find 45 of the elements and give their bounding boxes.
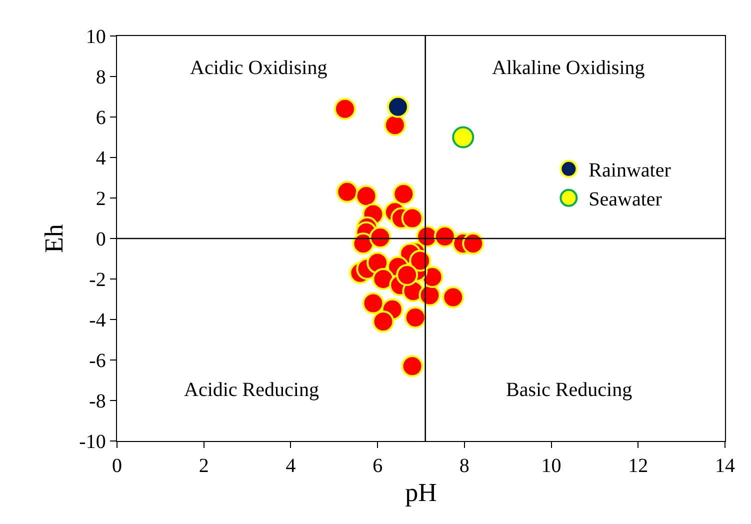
y-tick-label: 10 — [86, 26, 106, 48]
point — [334, 98, 356, 120]
point — [462, 232, 484, 255]
point — [362, 292, 384, 314]
y-tick-label: 0 — [96, 228, 106, 250]
point — [355, 184, 378, 207]
legend-label: Rainwater — [588, 160, 672, 182]
annotation: Basic Reducing — [506, 379, 632, 401]
point — [336, 180, 358, 203]
y-tick-label: 2 — [96, 188, 106, 210]
y-tick-label: -8 — [89, 390, 106, 412]
y-axis-title: Eh — [40, 224, 69, 253]
x-tick-label: 8 — [459, 455, 470, 478]
x-axis-title: pH — [405, 478, 438, 507]
y-tick-label: -6 — [89, 350, 106, 372]
x-tick-label: 2 — [198, 455, 209, 478]
x-tick-label: 4 — [286, 455, 296, 478]
annotation: Acidic Oxidising — [190, 57, 328, 79]
point — [434, 225, 456, 248]
x-tick-label: 6 — [372, 455, 383, 478]
point — [442, 286, 464, 308]
y-tick-label: 4 — [96, 148, 106, 170]
x-tick-label: 10 — [541, 455, 562, 478]
point — [401, 355, 424, 378]
point — [401, 207, 424, 230]
point — [452, 126, 474, 148]
y-tick-label: 6 — [96, 107, 106, 129]
point — [396, 264, 418, 286]
x-tick-label: 14 — [715, 455, 735, 478]
point — [384, 114, 406, 136]
annotation: Alkaline Oxidising — [492, 57, 645, 79]
annotation: Acidic Reducing — [184, 379, 319, 401]
y-tick-label: -2 — [89, 269, 106, 291]
point — [372, 310, 394, 333]
point — [386, 96, 409, 118]
y-tick-label: -10 — [79, 431, 106, 453]
x-tick-label: 0 — [112, 455, 122, 478]
point — [404, 306, 426, 328]
legend-label: Seawater — [588, 188, 662, 211]
point — [369, 226, 392, 248]
point — [392, 182, 415, 205]
y-tick-label: -4 — [89, 310, 106, 332]
x-tick-label: 12 — [628, 455, 648, 478]
point — [372, 268, 394, 290]
y-tick-label: 8 — [96, 66, 106, 88]
